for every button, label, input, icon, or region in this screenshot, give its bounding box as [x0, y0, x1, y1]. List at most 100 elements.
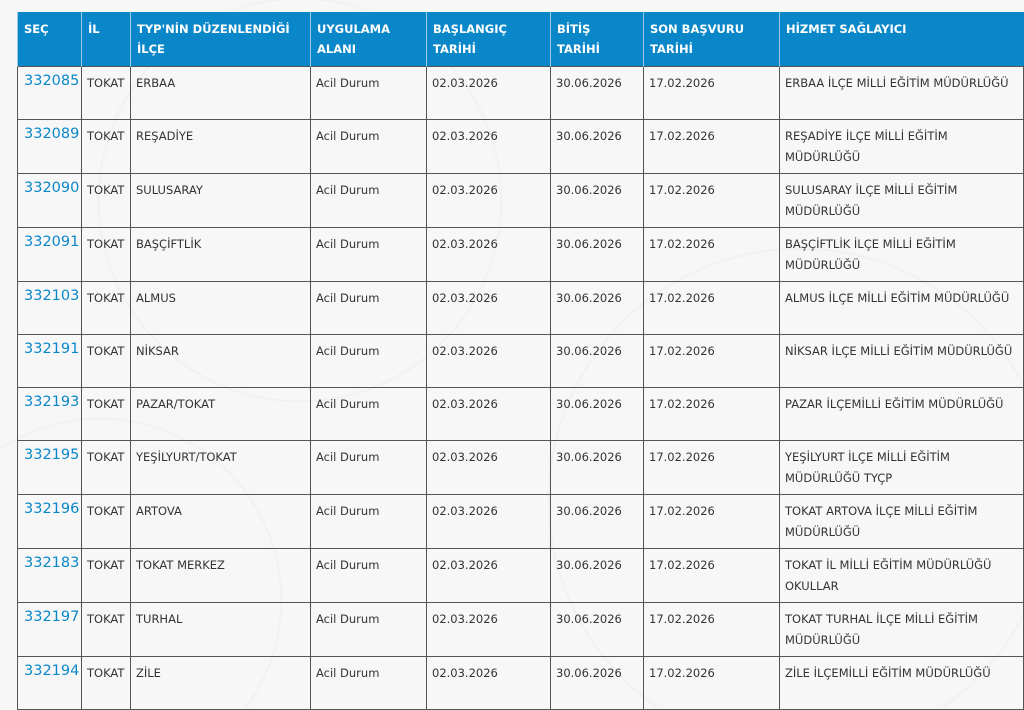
cell-uygulama-alani: Acil Durum: [310, 119, 427, 174]
column-header-uygulama-alani: UYGULAMA ALANI: [310, 12, 427, 67]
cell-ilce: ALMUS: [130, 281, 311, 335]
cell-baslangic-tarihi: 02.03.2026: [426, 66, 551, 120]
table-row: 332090 TOKAT SULUSARAY Acil Durum 02.03.2026…: [17, 173, 1024, 228]
cell-hizmet-saglayici: ERBAA İLÇE MİLLİ EĞİTİM MÜDÜRLÜĞÜ: [779, 66, 1024, 120]
cell-son-basvuru-tarihi: 17.02.2026: [643, 227, 780, 282]
table-header-row: SEÇ İL TYP'NİN DÜZENLENDİĞİ İLÇE UYGULAMA A…: [17, 12, 1024, 67]
table-row: 332089 TOKAT REŞADİYE Acil Durum 02.03.2026 3…: [17, 119, 1024, 174]
select-listing-link[interactable]: 332197: [24, 609, 80, 625]
select-listing-link[interactable]: 332090: [24, 180, 80, 196]
cell-sec: 332195: [17, 440, 82, 495]
cell-uygulama-alani: Acil Durum: [310, 656, 427, 710]
cell-baslangic-tarihi: 02.03.2026: [426, 119, 551, 174]
cell-il: TOKAT: [81, 387, 131, 441]
cell-uygulama-alani: Acil Durum: [310, 281, 427, 335]
table-row: 332103 TOKAT ALMUS Acil Durum 02.03.2026 30.0…: [17, 281, 1024, 335]
cell-hizmet-saglayici: YEŞİLYURT İLÇE MİLLİ EĞİTİM MÜDÜRLÜĞÜ TY…: [779, 440, 1024, 495]
cell-bitis-tarihi: 30.06.2026: [550, 656, 644, 710]
cell-bitis-tarihi: 30.06.2026: [550, 548, 644, 603]
table-row: 332091 TOKAT BAŞÇİFTLİK Acil Durum 02.03.202…: [17, 227, 1024, 282]
cell-ilce: PAZAR/TOKAT: [130, 387, 311, 441]
cell-uygulama-alani: Acil Durum: [310, 66, 427, 120]
cell-son-basvuru-tarihi: 17.02.2026: [643, 173, 780, 228]
cell-hizmet-saglayici: ZİLE İLÇEMİLLİ EĞİTİM MÜDÜRLÜĞÜ: [779, 656, 1024, 710]
cell-sec: 332193: [17, 387, 82, 441]
select-listing-link[interactable]: 332183: [24, 555, 80, 571]
cell-hizmet-saglayici: PAZAR İLÇEMİLLİ EĞİTİM MÜDÜRLÜĞÜ: [779, 387, 1024, 441]
cell-baslangic-tarihi: 02.03.2026: [426, 494, 551, 549]
cell-son-basvuru-tarihi: 17.02.2026: [643, 548, 780, 603]
cell-uygulama-alani: Acil Durum: [310, 334, 427, 388]
cell-il: TOKAT: [81, 548, 131, 603]
cell-sec: 332183: [17, 548, 82, 603]
cell-il: TOKAT: [81, 440, 131, 495]
cell-ilce: BAŞÇİFTLİK: [130, 227, 311, 282]
cell-uygulama-alani: Acil Durum: [310, 173, 427, 228]
cell-baslangic-tarihi: 02.03.2026: [426, 656, 551, 710]
cell-uygulama-alani: Acil Durum: [310, 494, 427, 549]
listings-table: SEÇ İL TYP'NİN DÜZENLENDİĞİ İLÇE UYGULAMA A…: [17, 12, 1024, 710]
column-header-baslangic-tarihi: BAŞLANGIÇ TARİHİ: [426, 12, 551, 67]
cell-uygulama-alani: Acil Durum: [310, 602, 427, 657]
cell-hizmet-saglayici: TOKAT ARTOVA İLÇE MİLLİ EĞİTİM MÜDÜRLÜĞÜ: [779, 494, 1024, 549]
cell-sec: 332085: [17, 66, 82, 120]
cell-bitis-tarihi: 30.06.2026: [550, 281, 644, 335]
cell-il: TOKAT: [81, 602, 131, 657]
cell-il: TOKAT: [81, 494, 131, 549]
cell-uygulama-alani: Acil Durum: [310, 440, 427, 495]
select-listing-link[interactable]: 332193: [24, 394, 80, 410]
select-listing-link[interactable]: 332103: [24, 288, 80, 304]
column-header-il: İL: [81, 12, 131, 67]
cell-ilce: TOKAT MERKEZ: [130, 548, 311, 603]
column-header-bitis-tarihi: BİTİŞ TARİHİ: [550, 12, 644, 67]
cell-il: TOKAT: [81, 334, 131, 388]
cell-ilce: ZİLE: [130, 656, 311, 710]
column-header-sec: SEÇ: [17, 12, 82, 67]
cell-sec: 332194: [17, 656, 82, 710]
cell-sec: 332089: [17, 119, 82, 174]
cell-ilce: SULUSARAY: [130, 173, 311, 228]
cell-hizmet-saglayici: BAŞÇİFTLİK İLÇE MİLLİ EĞİTİM MÜDÜRLÜĞÜ: [779, 227, 1024, 282]
cell-il: TOKAT: [81, 66, 131, 120]
select-listing-link[interactable]: 332191: [24, 341, 80, 357]
select-listing-link[interactable]: 332091: [24, 234, 80, 250]
cell-ilce: YEŞİLYURT/TOKAT: [130, 440, 311, 495]
cell-sec: 332090: [17, 173, 82, 228]
cell-ilce: NİKSAR: [130, 334, 311, 388]
cell-hizmet-saglayici: REŞADİYE İLÇE MİLLİ EĞİTİM MÜDÜRLÜĞÜ: [779, 119, 1024, 174]
select-listing-link[interactable]: 332195: [24, 447, 80, 463]
cell-son-basvuru-tarihi: 17.02.2026: [643, 119, 780, 174]
cell-ilce: TURHAL: [130, 602, 311, 657]
cell-sec: 332197: [17, 602, 82, 657]
cell-baslangic-tarihi: 02.03.2026: [426, 334, 551, 388]
cell-il: TOKAT: [81, 119, 131, 174]
cell-bitis-tarihi: 30.06.2026: [550, 602, 644, 657]
cell-bitis-tarihi: 30.06.2026: [550, 494, 644, 549]
table-row: 332194 TOKAT ZİLE Acil Durum 02.03.2026 30.06…: [17, 656, 1024, 710]
cell-sec: 332103: [17, 281, 82, 335]
select-listing-link[interactable]: 332196: [24, 501, 80, 517]
select-listing-link[interactable]: 332085: [24, 73, 80, 89]
cell-hizmet-saglayici: NİKSAR İLÇE MİLLİ EĞİTİM MÜDÜRLÜĞÜ: [779, 334, 1024, 388]
cell-son-basvuru-tarihi: 17.02.2026: [643, 602, 780, 657]
select-listing-link[interactable]: 332194: [24, 663, 80, 679]
cell-son-basvuru-tarihi: 17.02.2026: [643, 656, 780, 710]
cell-baslangic-tarihi: 02.03.2026: [426, 173, 551, 228]
column-header-ilce: TYP'NİN DÜZENLENDİĞİ İLÇE: [130, 12, 311, 67]
cell-uygulama-alani: Acil Durum: [310, 227, 427, 282]
cell-sec: 332196: [17, 494, 82, 549]
cell-uygulama-alani: Acil Durum: [310, 387, 427, 441]
cell-bitis-tarihi: 30.06.2026: [550, 227, 644, 282]
cell-hizmet-saglayici: TOKAT TURHAL İLÇE MİLLİ EĞİTİM MÜDÜRLÜĞÜ: [779, 602, 1024, 657]
cell-son-basvuru-tarihi: 17.02.2026: [643, 66, 780, 120]
cell-baslangic-tarihi: 02.03.2026: [426, 548, 551, 603]
select-listing-link[interactable]: 332089: [24, 126, 80, 142]
cell-son-basvuru-tarihi: 17.02.2026: [643, 281, 780, 335]
cell-bitis-tarihi: 30.06.2026: [550, 173, 644, 228]
cell-il: TOKAT: [81, 656, 131, 710]
cell-uygulama-alani: Acil Durum: [310, 548, 427, 603]
cell-son-basvuru-tarihi: 17.02.2026: [643, 334, 780, 388]
cell-baslangic-tarihi: 02.03.2026: [426, 281, 551, 335]
cell-sec: 332091: [17, 227, 82, 282]
cell-sec: 332191: [17, 334, 82, 388]
